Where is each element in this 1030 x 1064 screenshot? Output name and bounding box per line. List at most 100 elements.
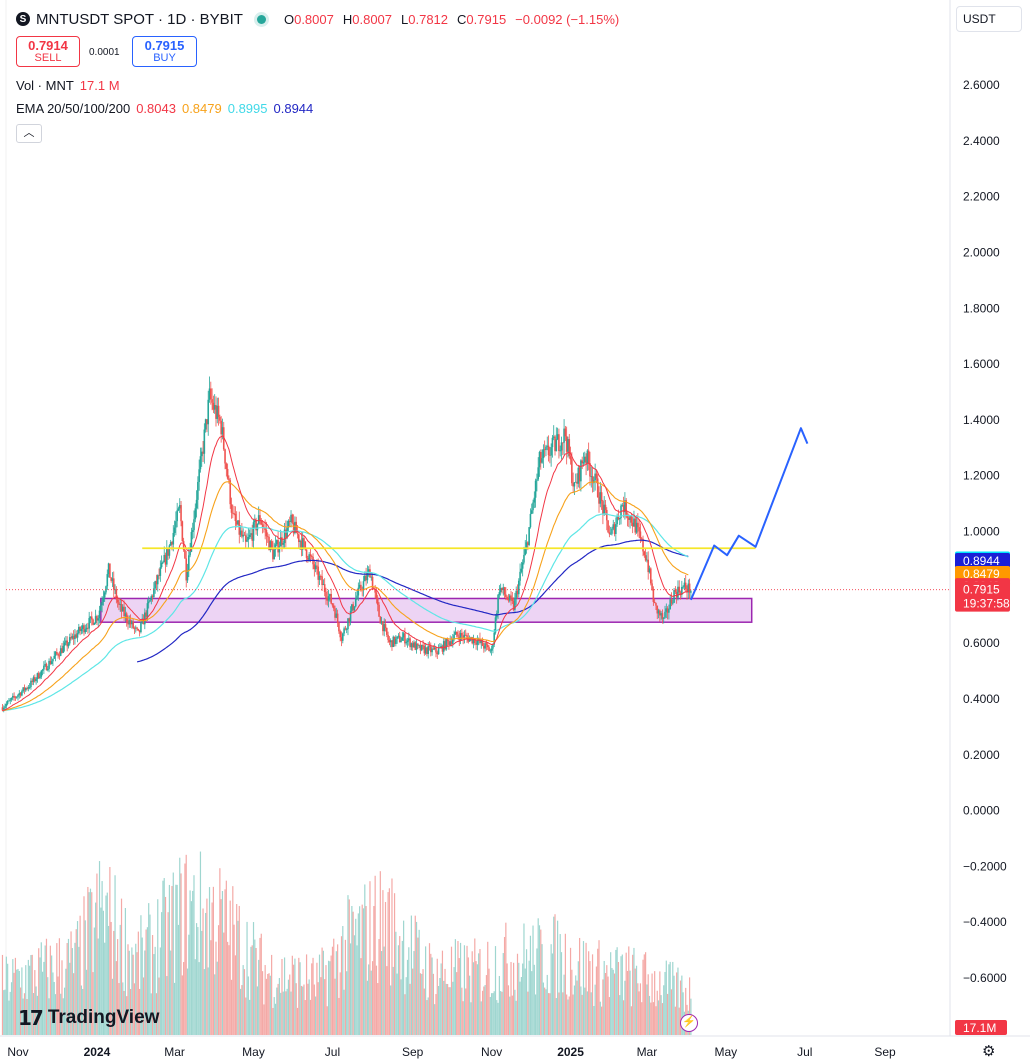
candle-body xyxy=(365,575,367,581)
volume-bar xyxy=(255,948,257,1035)
sell-button[interactable]: 0.7914 SELL xyxy=(16,36,80,67)
candle-body xyxy=(175,521,177,528)
candle-body xyxy=(649,568,652,584)
candle-body xyxy=(449,641,452,645)
candle-body xyxy=(314,565,317,570)
volume-bar xyxy=(179,857,181,1035)
candle-body xyxy=(138,630,141,633)
volume-bar xyxy=(199,851,202,1035)
volume-bar xyxy=(628,946,630,1035)
candle-body xyxy=(556,434,559,440)
candle-body xyxy=(164,554,167,565)
candle-body xyxy=(98,610,101,619)
symbol-title[interactable]: MNTUSDT SPOT · 1D · BYBIT xyxy=(36,10,243,28)
volume-bar xyxy=(31,954,33,1035)
volume-bar xyxy=(357,913,359,1035)
symbol-header[interactable]: S MNTUSDT SPOT · 1D · BYBIT O 0.8007 H 0.8… xyxy=(16,9,628,29)
candle-body xyxy=(216,405,219,419)
volume-bar xyxy=(337,944,339,1035)
candle-body xyxy=(523,554,525,563)
y-tick-label: 1.2000 xyxy=(963,469,1000,483)
lightning-icon[interactable]: ⚡ xyxy=(680,1014,698,1032)
candle-body xyxy=(235,520,238,525)
y-tick-label: −0.2000 xyxy=(963,859,1007,873)
volume-bar xyxy=(118,983,120,1035)
volume-legend[interactable]: Vol · MNT 17.1 M xyxy=(16,78,120,93)
volume-bar xyxy=(564,933,566,1035)
volume-bar xyxy=(586,991,588,1035)
candle-body xyxy=(153,588,155,598)
candle-body xyxy=(92,619,94,625)
candle-body xyxy=(70,637,72,639)
candle-body xyxy=(383,624,386,632)
candle-body xyxy=(612,524,615,529)
volume-bar xyxy=(256,986,258,1035)
volume-bar xyxy=(518,962,520,1035)
candle-body xyxy=(415,643,418,650)
gear-icon[interactable]: ⚙ xyxy=(982,1043,996,1060)
volume-bar xyxy=(476,964,478,1035)
volume-bar xyxy=(602,979,604,1035)
candle-body xyxy=(243,534,246,536)
tradingview-wordmark: TradingView xyxy=(47,1007,160,1028)
candle-body xyxy=(656,605,659,614)
currency-button[interactable]: USDT xyxy=(956,6,1022,32)
volume-bar xyxy=(271,954,273,1035)
volume-bar xyxy=(315,996,317,1035)
tradingview-logo[interactable]: 17 TradingView xyxy=(18,1006,159,1030)
volume-bar xyxy=(469,975,471,1035)
volume-bar xyxy=(84,920,86,1035)
candle-body xyxy=(511,598,514,601)
candle-body xyxy=(23,687,26,691)
candle-body xyxy=(198,469,200,482)
volume-bar xyxy=(228,945,230,1035)
candle-body xyxy=(422,644,424,646)
buy-button[interactable]: 0.7915 BUY xyxy=(132,36,197,67)
candle-body xyxy=(106,574,109,587)
candle-body xyxy=(270,541,273,548)
volume-bar xyxy=(186,968,189,1035)
candle-body xyxy=(666,608,669,613)
candle-body xyxy=(613,524,616,535)
low-value: 0.7812 xyxy=(408,11,449,27)
volume-bar xyxy=(557,920,559,1035)
candle-body xyxy=(335,613,338,618)
volume-bar xyxy=(214,974,216,1035)
candle-body xyxy=(321,576,323,586)
candle-body xyxy=(131,621,133,625)
candle-body xyxy=(554,436,556,452)
candle-body xyxy=(300,540,303,550)
candle-body xyxy=(81,625,84,629)
volume-bar xyxy=(80,985,83,1035)
candle-body xyxy=(272,547,274,560)
volume-bar xyxy=(302,986,304,1035)
volume-bar xyxy=(273,997,275,1035)
candle-body xyxy=(256,523,259,531)
candle-body xyxy=(392,636,395,648)
x-tick-label: Nov xyxy=(481,1045,502,1059)
candle-body xyxy=(158,575,160,577)
candle-body xyxy=(379,616,382,624)
candle-body xyxy=(397,635,400,637)
volume-bar xyxy=(181,975,183,1035)
collapse-legend-button[interactable]: ︿ xyxy=(16,124,42,143)
volume-bar xyxy=(497,1002,499,1035)
candle-body xyxy=(71,636,74,639)
volume-bar xyxy=(650,1002,652,1035)
candle-body xyxy=(682,586,684,588)
volume-bar xyxy=(177,924,180,1035)
volume-bar xyxy=(472,962,475,1035)
candle-body xyxy=(561,442,564,444)
ema-legend[interactable]: EMA 20/50/100/200 0.8043 0.8479 0.8995 0.894… xyxy=(16,101,313,116)
candle-body xyxy=(219,416,221,421)
candle-body xyxy=(380,621,383,624)
candle-body xyxy=(146,603,149,617)
volume-bar xyxy=(426,1000,428,1035)
candle-body xyxy=(80,628,83,632)
candle-body xyxy=(35,679,37,682)
volume-bar xyxy=(496,1000,498,1035)
candle-body xyxy=(476,640,479,645)
volume-bar xyxy=(567,999,569,1035)
volume-bar xyxy=(584,987,586,1035)
